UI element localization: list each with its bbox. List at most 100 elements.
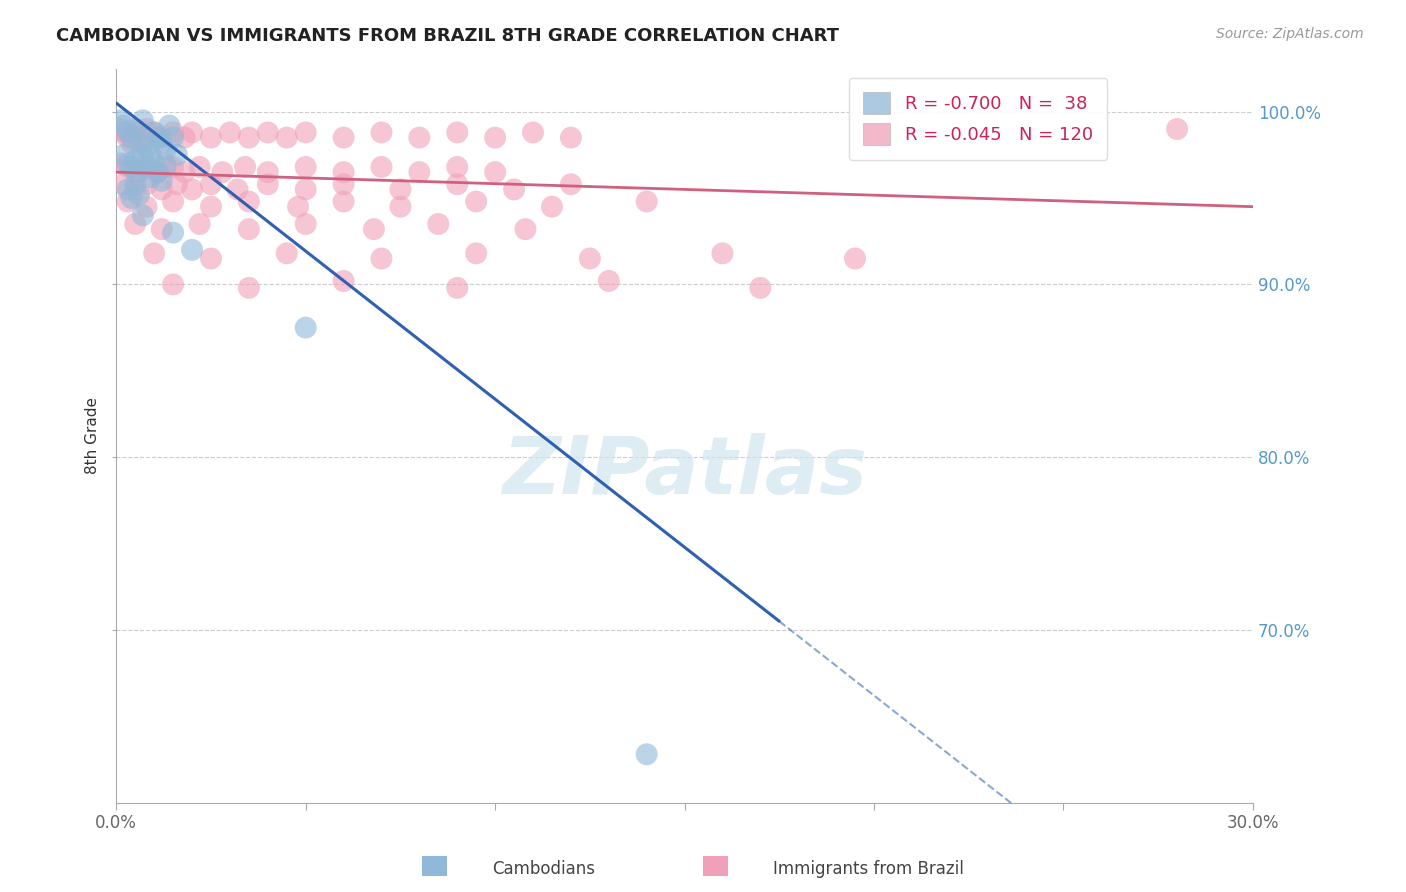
Point	[484, 130, 506, 145]
Point	[332, 274, 354, 288]
Point	[117, 156, 139, 170]
Point	[112, 119, 135, 133]
Point	[749, 281, 772, 295]
Point	[120, 191, 142, 205]
Point	[124, 178, 146, 192]
Point	[370, 252, 392, 266]
Point	[146, 165, 169, 179]
Y-axis label: 8th Grade: 8th Grade	[86, 397, 100, 474]
Point	[503, 182, 526, 196]
Point	[155, 156, 177, 170]
Text: Source: ZipAtlas.com: Source: ZipAtlas.com	[1216, 27, 1364, 41]
Point	[238, 281, 260, 295]
Point	[233, 160, 256, 174]
Point	[389, 200, 412, 214]
Point	[157, 119, 180, 133]
Point	[135, 178, 157, 192]
Point	[446, 178, 468, 192]
Point	[446, 160, 468, 174]
Text: CAMBODIAN VS IMMIGRANTS FROM BRAZIL 8TH GRADE CORRELATION CHART: CAMBODIAN VS IMMIGRANTS FROM BRAZIL 8TH …	[56, 27, 839, 45]
Text: ZIPatlas: ZIPatlas	[502, 434, 868, 511]
Point	[188, 160, 211, 174]
Point	[150, 130, 173, 145]
Point	[135, 139, 157, 153]
Point	[427, 217, 450, 231]
Point	[219, 125, 242, 139]
Point	[112, 125, 135, 139]
Point	[124, 165, 146, 179]
Point	[636, 747, 658, 762]
Point	[108, 156, 131, 170]
Point	[332, 130, 354, 145]
Point	[124, 153, 146, 167]
Point	[294, 125, 316, 139]
Point	[181, 125, 204, 139]
Point	[150, 174, 173, 188]
Point	[332, 178, 354, 192]
Point	[408, 130, 430, 145]
Point	[579, 252, 602, 266]
Point	[139, 170, 162, 185]
Point	[560, 178, 582, 192]
Point	[112, 178, 135, 192]
Point	[181, 243, 204, 257]
Point	[124, 182, 146, 196]
Point	[173, 165, 195, 179]
Point	[238, 194, 260, 209]
Point	[150, 136, 173, 150]
Point	[162, 194, 184, 209]
Point	[200, 130, 222, 145]
Point	[117, 194, 139, 209]
Point	[294, 160, 316, 174]
Point	[446, 281, 468, 295]
Point	[132, 148, 155, 162]
Legend: R = -0.700   N =  38, R = -0.045   N = 120: R = -0.700 N = 38, R = -0.045 N = 120	[849, 78, 1108, 160]
Point	[128, 187, 150, 202]
Point	[363, 222, 385, 236]
Point	[370, 160, 392, 174]
Point	[143, 125, 166, 139]
Point	[124, 125, 146, 139]
Point	[238, 130, 260, 145]
Point	[294, 217, 316, 231]
Point	[150, 182, 173, 196]
Point	[389, 182, 412, 196]
Point	[200, 178, 222, 192]
Point	[256, 165, 278, 179]
Point	[560, 130, 582, 145]
Point	[139, 160, 162, 174]
Point	[162, 277, 184, 292]
Point	[124, 122, 146, 136]
Point	[132, 113, 155, 128]
Point	[128, 130, 150, 145]
Point	[128, 165, 150, 179]
Point	[188, 217, 211, 231]
Point	[139, 148, 162, 162]
Point	[173, 130, 195, 145]
Point	[166, 148, 188, 162]
Point	[132, 136, 155, 150]
Point	[112, 148, 135, 162]
Point	[484, 165, 506, 179]
Point	[162, 226, 184, 240]
Point	[166, 178, 188, 192]
Point	[120, 130, 142, 145]
Point	[132, 156, 155, 170]
Point	[1166, 122, 1188, 136]
Point	[332, 194, 354, 209]
Point	[294, 320, 316, 334]
Point	[276, 130, 298, 145]
Point	[256, 178, 278, 192]
Point	[446, 125, 468, 139]
Point	[287, 200, 309, 214]
Point	[711, 246, 734, 260]
Point	[370, 125, 392, 139]
Point	[541, 200, 564, 214]
Point	[408, 165, 430, 179]
Point	[465, 246, 488, 260]
Point	[162, 125, 184, 139]
Point	[211, 165, 233, 179]
Point	[146, 130, 169, 145]
Point	[844, 252, 866, 266]
Point	[162, 160, 184, 174]
